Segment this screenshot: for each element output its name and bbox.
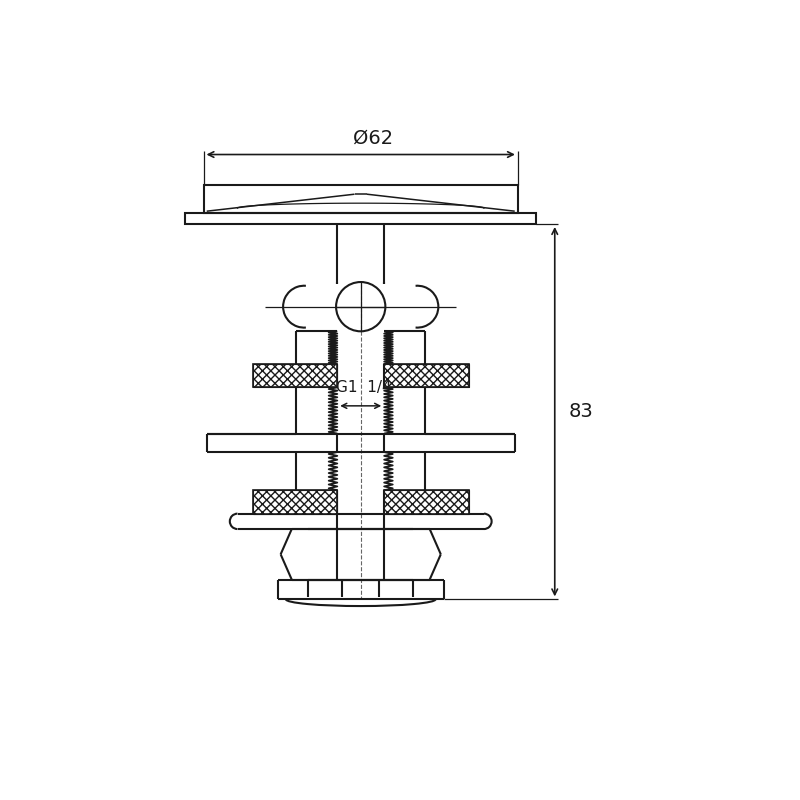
Bar [384, 364, 469, 387]
Bar [253, 364, 338, 387]
Bar [384, 490, 469, 514]
Text: Ø62: Ø62 [353, 128, 393, 147]
Bar [384, 364, 469, 387]
Bar [253, 490, 338, 514]
Bar [253, 364, 338, 387]
Bar [204, 186, 518, 213]
Bar [384, 490, 469, 514]
Text: G1  1/4: G1 1/4 [336, 380, 392, 394]
Text: 83: 83 [568, 402, 593, 421]
Bar [253, 490, 338, 514]
Bar [185, 213, 536, 224]
